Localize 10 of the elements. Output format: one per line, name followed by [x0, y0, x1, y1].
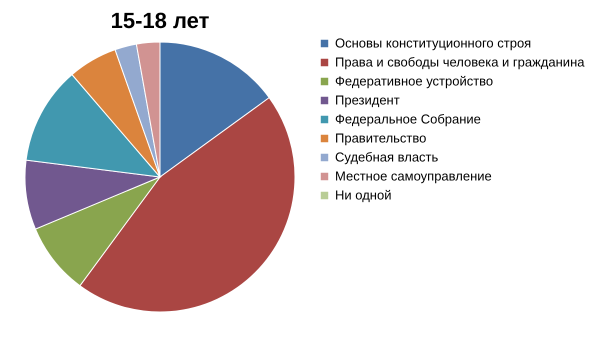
legend-label: Права и свободы человека и гражданина — [335, 54, 586, 70]
legend-label: Федеральное Собрание — [335, 112, 481, 126]
legend-label: Судебная власть — [335, 150, 439, 164]
legend-label: Ни одной — [335, 188, 392, 202]
chart-title: 15-18 лет — [110, 8, 210, 33]
legend-label: Местное самоуправление — [335, 168, 492, 184]
legend-label: Правительство — [335, 130, 426, 146]
legend-label: Президент — [335, 92, 400, 108]
legend-label: Основы конституционного строя — [335, 36, 532, 50]
legend-label: Федеративное устройство — [335, 74, 494, 88]
